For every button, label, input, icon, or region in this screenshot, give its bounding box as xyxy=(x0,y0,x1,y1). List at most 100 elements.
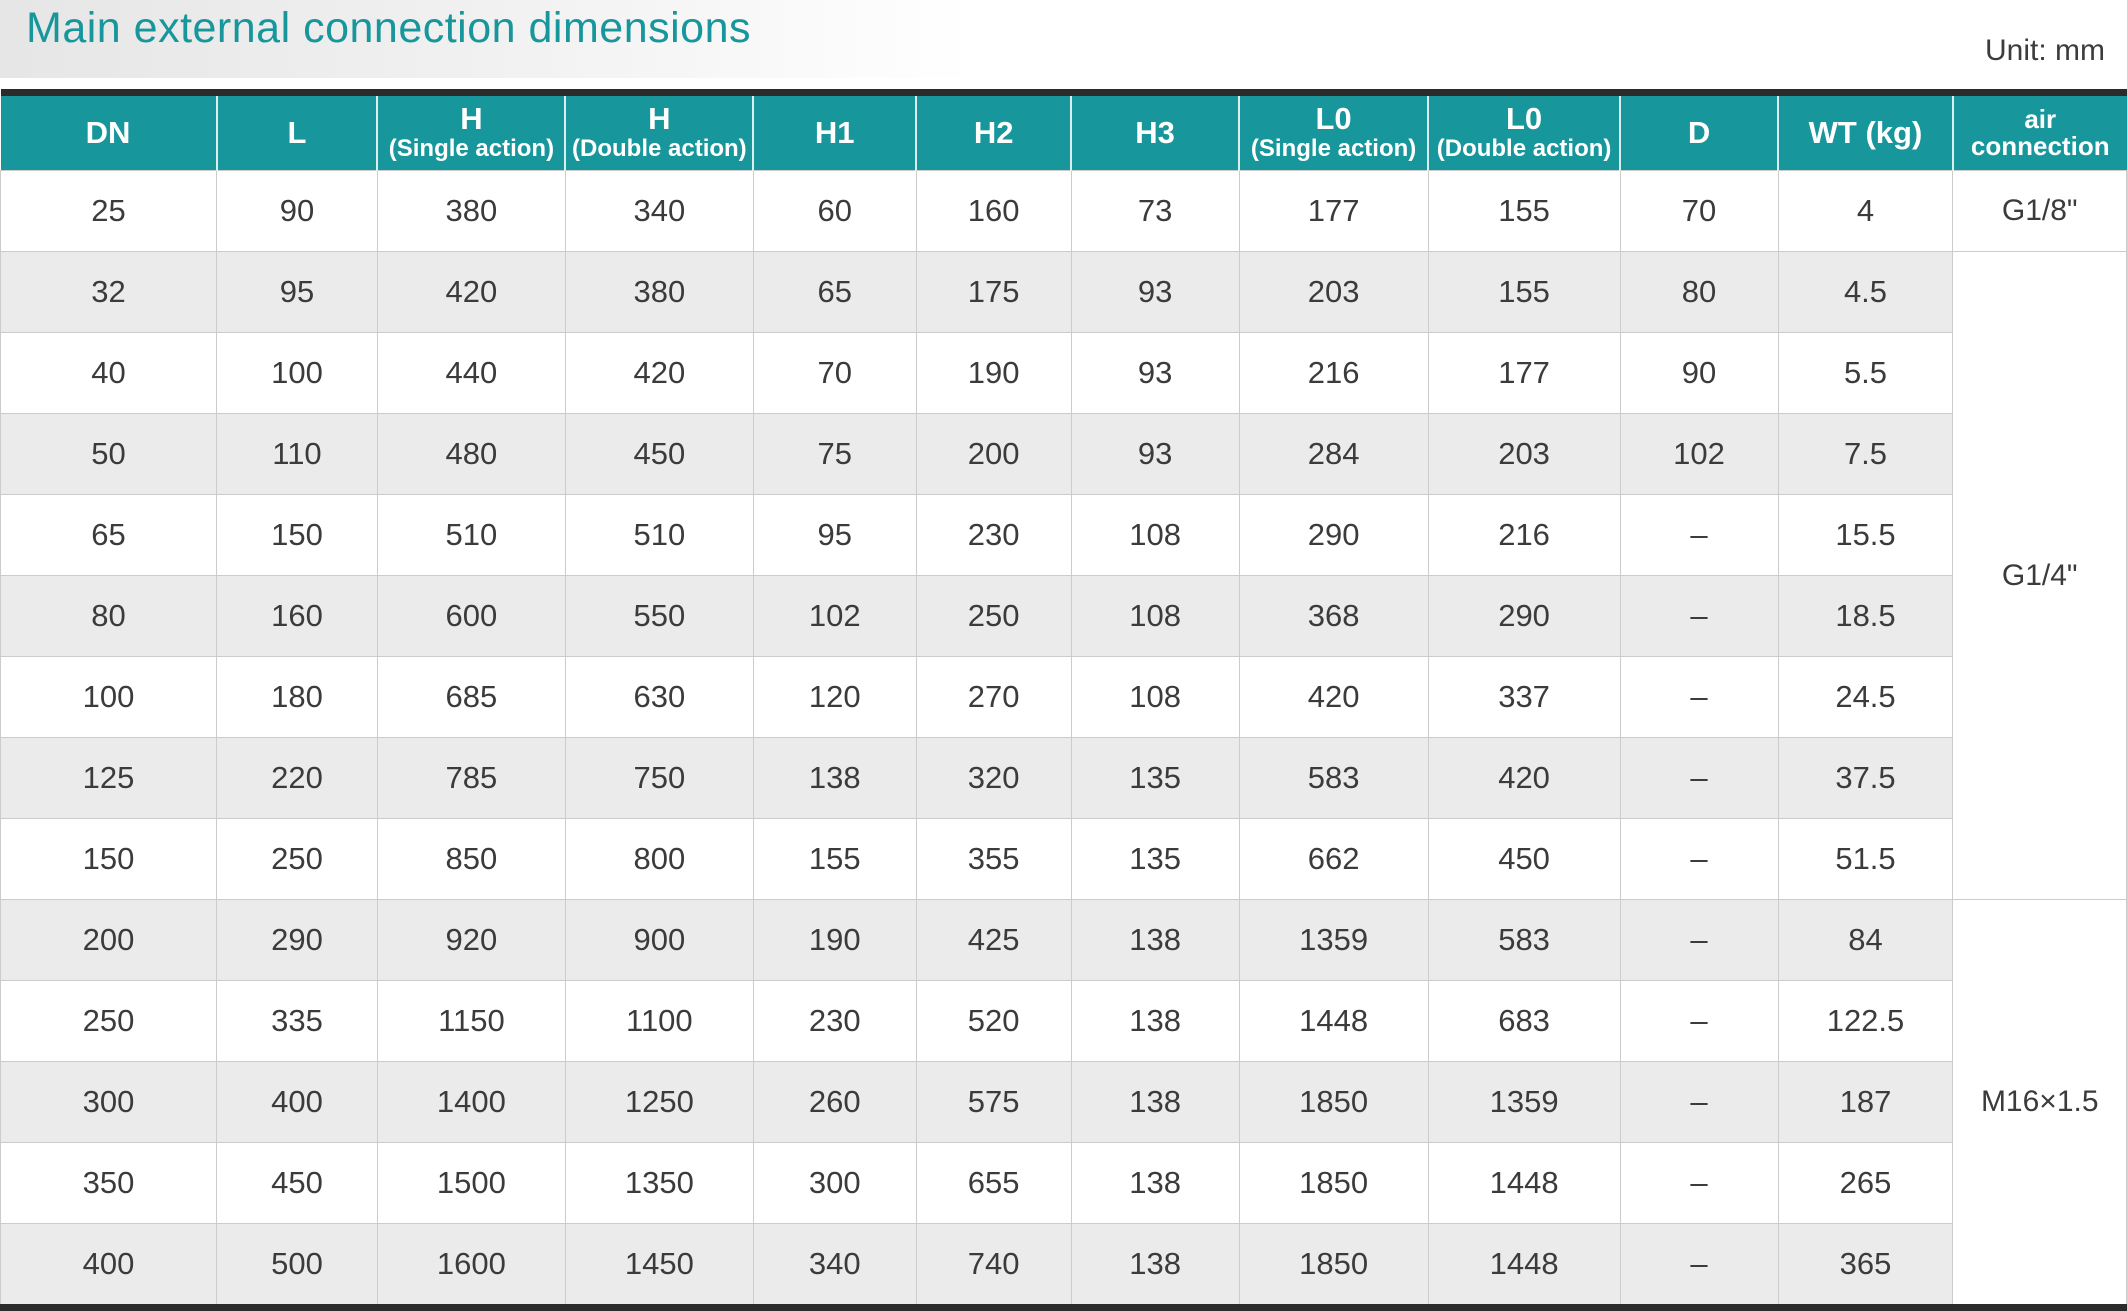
cell-l: 335 xyxy=(216,980,378,1062)
column-header-l0_single: L0 (Single action) xyxy=(1239,92,1430,171)
cell-h_single: 380 xyxy=(376,170,566,252)
cell-h3: 93 xyxy=(1070,332,1240,414)
cell-dn: 400 xyxy=(0,1223,217,1308)
cell-h3: 93 xyxy=(1070,413,1240,495)
cell-h_double: 750 xyxy=(564,737,754,819)
cell-wt: 4 xyxy=(1777,170,1954,252)
cell-h2: 270 xyxy=(915,656,1072,738)
cell-h1: 138 xyxy=(752,737,917,819)
cell-l: 160 xyxy=(216,575,378,657)
cell-h_single: 440 xyxy=(376,332,566,414)
cell-d: – xyxy=(1619,575,1779,657)
cell-l0_single: 203 xyxy=(1238,251,1429,333)
cell-h_single: 480 xyxy=(376,413,566,495)
cell-l: 450 xyxy=(216,1142,378,1224)
cell-wt: 24.5 xyxy=(1777,656,1954,738)
column-header-h_single: H (Single action) xyxy=(377,92,567,171)
cell-wt: 5.5 xyxy=(1777,332,1954,414)
cell-h3: 138 xyxy=(1070,899,1240,981)
cell-h2: 355 xyxy=(915,818,1072,900)
cell-h2: 740 xyxy=(915,1223,1072,1308)
cell-h1: 190 xyxy=(752,899,917,981)
table-row: 50 110 480 450 75 200 93 284 203 102 7.5 xyxy=(0,413,2127,495)
cell-h3: 108 xyxy=(1070,494,1240,576)
table-row: 400 500 1600 1450 340 740 138 1850 1448–365 xyxy=(0,1223,2127,1308)
table-row: 250 335 1150 1100 230 520 138 1448 683–122.5 xyxy=(0,980,2127,1062)
cell-l0_double: 450 xyxy=(1427,818,1621,900)
cell-h_single: 1150 xyxy=(376,980,566,1062)
cell-wt: 265 xyxy=(1777,1142,1954,1224)
table-row: 80 160 600 550 102 250 108 368 290–18.5 xyxy=(0,575,2127,657)
cell-air-connection: G1/4" xyxy=(1952,251,2127,900)
cell-l0_single: 284 xyxy=(1238,413,1429,495)
cell-d: 102 xyxy=(1619,413,1779,495)
cell-l: 290 xyxy=(216,899,378,981)
cell-dn: 350 xyxy=(0,1142,217,1224)
cell-h2: 190 xyxy=(915,332,1072,414)
cell-d: – xyxy=(1619,656,1779,738)
table-row: 200 290 920 900 190 425 138 1359 583–84 M16×1.5 xyxy=(0,899,2127,1308)
cell-d: – xyxy=(1619,494,1779,576)
cell-l0_single: 662 xyxy=(1238,818,1429,900)
cell-h_double: 1450 xyxy=(564,1223,754,1308)
cell-l0_double: 155 xyxy=(1427,170,1621,252)
cell-l0_single: 1850 xyxy=(1238,1142,1429,1224)
column-header-sublabel: (Double action) xyxy=(1436,135,1612,162)
cell-dn: 250 xyxy=(0,980,217,1062)
cell-h1: 102 xyxy=(752,575,917,657)
cell-wt: 15.5 xyxy=(1777,494,1954,576)
cell-h_double: 800 xyxy=(564,818,754,900)
column-header-h_double: H (Double action) xyxy=(565,92,755,171)
cell-l0_double: 177 xyxy=(1427,332,1621,414)
cell-dn: 125 xyxy=(0,737,217,819)
cell-wt: 51.5 xyxy=(1777,818,1954,900)
table-row: 300 400 1400 1250 260 575 138 1850 1359–187 xyxy=(0,1061,2127,1143)
table-row: 150 250 850 800 155 355 135 662 450–51.5 xyxy=(0,818,2127,900)
cell-h_double: 1350 xyxy=(564,1142,754,1224)
table-row: 125 220 785 750 138 320 135 583 420–37.5 xyxy=(0,737,2127,819)
table-row: 40 100 440 420 70 190 93 216 177 90 5.5 xyxy=(0,332,2127,414)
cell-h1: 155 xyxy=(752,818,917,900)
column-header-label: H1 xyxy=(814,115,855,151)
cell-l0_double: 155 xyxy=(1427,251,1621,333)
cell-h2: 575 xyxy=(915,1061,1072,1143)
column-header-air: air connection xyxy=(1952,92,2127,171)
table-row: 25 90 380 340 60 160 73 177 155 70 4 G1/8" xyxy=(0,170,2127,252)
cell-l0_single: 368 xyxy=(1238,575,1429,657)
cell-dn: 80 xyxy=(0,575,217,657)
cell-h_single: 1400 xyxy=(376,1061,566,1143)
cell-h1: 95 xyxy=(752,494,917,576)
unit-label: Unit: mm xyxy=(1985,34,2105,67)
cell-h_double: 1100 xyxy=(564,980,754,1062)
cell-h2: 230 xyxy=(915,494,1072,576)
column-header-wt: WT (kg) xyxy=(1778,92,1954,171)
cell-d: – xyxy=(1619,818,1779,900)
cell-l0_double: 290 xyxy=(1427,575,1621,657)
column-header-sublabel: (Single action) xyxy=(1250,135,1417,162)
column-header-label: H2 xyxy=(973,115,1014,151)
cell-h3: 73 xyxy=(1070,170,1240,252)
column-header-label: DN xyxy=(85,115,131,151)
cell-l0_double: 1359 xyxy=(1427,1061,1621,1143)
cell-d: 70 xyxy=(1619,170,1779,252)
cell-h1: 300 xyxy=(752,1142,917,1224)
cell-wt: 187 xyxy=(1777,1061,1954,1143)
column-header-d: D xyxy=(1620,92,1780,171)
cell-l0_double: 216 xyxy=(1427,494,1621,576)
cell-l0_double: 1448 xyxy=(1427,1223,1621,1308)
table-body: 25 90 380 340 60 160 73 177 155 70 4 G1/8" 32 95 420 38… xyxy=(0,170,2127,1308)
header-row: DN L H (Single action) H (Double action) H1 H2 H… xyxy=(0,92,2127,171)
cell-h1: 70 xyxy=(752,332,917,414)
cell-h3: 108 xyxy=(1070,575,1240,657)
cell-h3: 138 xyxy=(1070,1223,1240,1308)
cell-d: – xyxy=(1619,1142,1779,1224)
cell-wt: 84 xyxy=(1777,899,1954,981)
cell-h3: 135 xyxy=(1070,818,1240,900)
column-header-l0_double: L0 (Double action) xyxy=(1428,92,1622,171)
cell-h_single: 785 xyxy=(376,737,566,819)
column-header-label: L xyxy=(287,115,307,151)
column-header-sublabel: (Double action) xyxy=(572,135,747,162)
cell-l0_single: 216 xyxy=(1238,332,1429,414)
table-head: DN L H (Single action) H (Double action) H1 H2 H… xyxy=(0,92,2127,171)
cell-h1: 230 xyxy=(752,980,917,1062)
